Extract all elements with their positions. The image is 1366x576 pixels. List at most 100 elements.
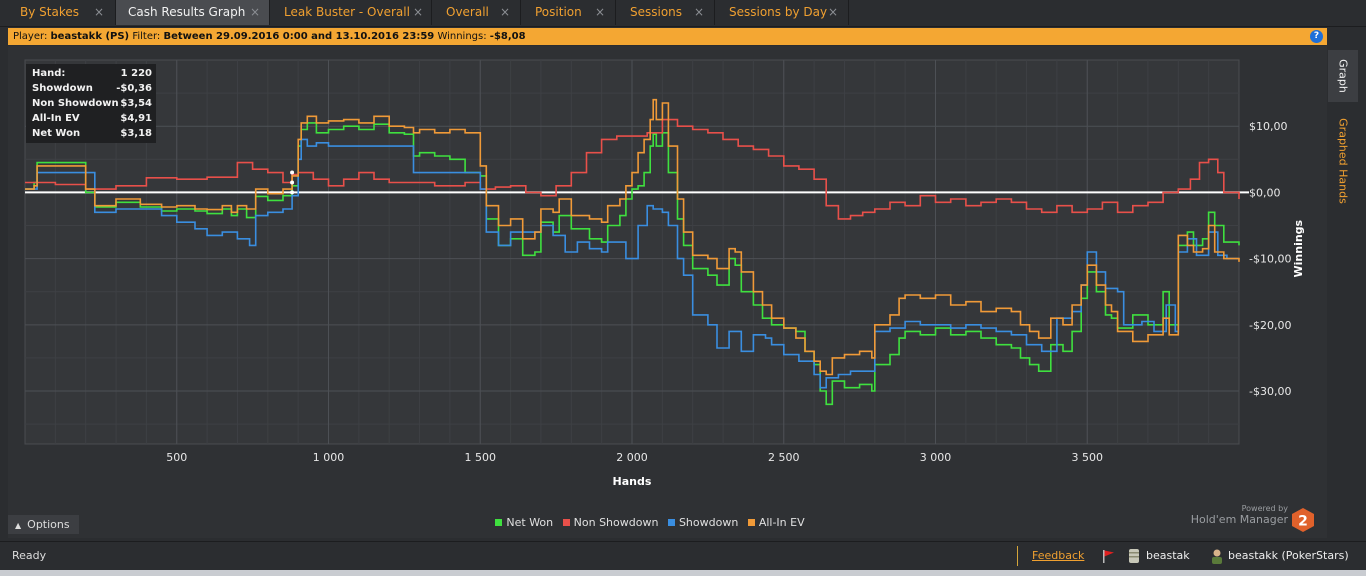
x-tick-label: 3 000 — [920, 451, 952, 464]
series-line-net-won — [25, 122, 1240, 406]
legend-label: Showdown — [678, 516, 739, 529]
y-tick-label: -$20,00 — [1249, 319, 1291, 332]
legend-item-net-won[interactable]: Net Won — [495, 516, 553, 529]
close-icon[interactable]: × — [413, 5, 424, 19]
legend-item-showdown[interactable]: Showdown — [667, 516, 739, 529]
database-icon — [1129, 549, 1139, 563]
y-axis-label: Winnings — [1292, 219, 1305, 277]
sidebar-tab-label: Graph — [1336, 59, 1350, 93]
legend-label: Non Showdown — [573, 516, 659, 529]
stat-row-all-in-ev: All-In EV $4,91 — [26, 111, 156, 126]
tab-label: Position — [535, 5, 582, 19]
sidebar-tab-graph[interactable]: Graph — [1328, 50, 1358, 102]
status-text: Ready — [12, 549, 47, 562]
x-axis-label: Hands — [613, 475, 652, 488]
status-divider — [1017, 546, 1018, 566]
series-line-all-in-ev — [25, 98, 1240, 376]
legend-label: Net Won — [506, 516, 554, 529]
stat-label: All-In EV — [32, 113, 80, 124]
stat-row-hand: Hand: 1 220 — [26, 66, 156, 81]
close-icon[interactable]: × — [500, 5, 511, 19]
x-tick-label: 2 500 — [768, 451, 800, 464]
y-tick-label: -$30,00 — [1249, 385, 1291, 398]
stat-value: $4,91 — [120, 113, 152, 124]
help-icon[interactable]: ? — [1310, 30, 1323, 43]
product-name: Hold'em Manager — [1190, 513, 1288, 526]
close-icon[interactable]: × — [250, 5, 261, 19]
hm2-logo-icon: 2 — [1292, 508, 1314, 532]
player-account: beastakk (PokerStars) — [1228, 549, 1349, 562]
stat-label: Net Won — [32, 128, 81, 139]
legend-item-all-in-ev[interactable]: All-In EV — [747, 516, 805, 529]
series-line-non-showdown — [25, 118, 1240, 220]
tab-sessions[interactable]: Sessions × — [618, 0, 715, 25]
cursor-marker — [290, 190, 295, 195]
y-tick-label: $0,00 — [1249, 186, 1281, 199]
chart-legend: Net Won Non Showdown Showdown All-In EV — [0, 516, 1300, 529]
player-label: Player: — [13, 31, 48, 42]
chart-panel: 500 1 000 1 500 2 000 2 500 3 000 3 500 $10,00 $… — [8, 46, 1327, 538]
tab-leak-buster-overall[interactable]: Leak Buster - Overall × — [272, 0, 432, 25]
player-avatar-icon — [1212, 549, 1222, 564]
powered-by-label: Powered by — [1241, 504, 1288, 513]
right-sidebar: Graph Graphed Hands — [1328, 46, 1358, 538]
stat-label: Non Showdown — [32, 98, 119, 109]
filter-bar: Player: beastakk (PS) Filter: Between 29… — [8, 28, 1327, 45]
filter-value: Between 29.09.2016 0:00 and 13.10.2016 2… — [163, 31, 435, 42]
stat-label: Showdown — [32, 83, 93, 94]
options-button[interactable]: ▲ Options — [8, 515, 79, 534]
x-tick-label: 1 000 — [313, 451, 345, 464]
x-tick-label: 500 — [166, 451, 187, 464]
tab-bar: By Stakes × Cash Results Graph × Leak Bu… — [0, 0, 1366, 27]
player-name: beastakk (PS) — [50, 31, 130, 42]
close-icon[interactable]: × — [828, 5, 839, 19]
sidebar-tab-label: Graphed Hands — [1336, 118, 1350, 204]
account-name: beastak — [1146, 549, 1190, 562]
flag-icon[interactable] — [1101, 549, 1115, 563]
tab-label: Sessions — [630, 5, 683, 19]
status-bar: Ready Feedback beastak beastakk (PokerSt… — [0, 541, 1366, 570]
logo-glyph: 2 — [1298, 514, 1308, 530]
x-tick-label: 2 000 — [616, 451, 648, 464]
stat-value: $3,18 — [120, 128, 152, 139]
powered-by: Powered by Hold'em Manager — [1188, 504, 1288, 526]
close-icon[interactable]: × — [595, 5, 606, 19]
y-tick-label: $10,00 — [1249, 120, 1288, 133]
stat-row-non-showdown: Non Showdown $3,54 — [26, 96, 156, 111]
legend-swatch — [495, 519, 503, 526]
sidebar-tab-graphed-hands[interactable]: Graphed Hands — [1328, 106, 1358, 216]
stat-label: Hand: — [32, 68, 66, 79]
tab-overall[interactable]: Overall × — [434, 0, 521, 25]
tab-by-stakes[interactable]: By Stakes × — [8, 0, 116, 25]
stats-box: Hand: 1 220 Showdown -$0,36 Non Showdown $3… — [26, 64, 156, 143]
legend-label: All-In EV — [758, 516, 805, 529]
window-bottom-edge — [0, 570, 1366, 576]
winnings-value: -$8,08 — [489, 31, 526, 42]
close-icon[interactable]: × — [94, 5, 105, 19]
winnings-label: Winnings: — [437, 31, 487, 42]
legend-item-non-showdown[interactable]: Non Showdown — [562, 516, 659, 529]
cursor-marker — [290, 170, 295, 175]
legend-swatch — [667, 519, 675, 526]
stat-value: $3,54 — [120, 98, 152, 109]
stat-row-net-won: Net Won $3,18 — [26, 126, 156, 141]
caret-up-icon: ▲ — [15, 521, 22, 530]
legend-swatch — [747, 519, 755, 526]
legend-swatch — [562, 519, 570, 526]
tab-label: Overall — [446, 5, 489, 19]
cash-results-chart[interactable]: 500 1 000 1 500 2 000 2 500 3 000 3 500 $10,00 $… — [8, 46, 1327, 538]
tab-label: Sessions by Day — [729, 5, 828, 19]
tab-position[interactable]: Position × — [523, 0, 616, 25]
tab-label: Cash Results Graph — [128, 5, 246, 19]
tab-sessions-by-day[interactable]: Sessions by Day × — [717, 0, 849, 25]
feedback-link[interactable]: Feedback — [1032, 549, 1085, 562]
y-tick-label: -$10,00 — [1249, 253, 1291, 266]
cursor-marker — [290, 180, 295, 185]
stat-value: 1 220 — [120, 68, 152, 79]
x-tick-label: 3 500 — [1072, 451, 1104, 464]
tab-label: By Stakes — [20, 5, 79, 19]
close-icon[interactable]: × — [694, 5, 705, 19]
stat-value: -$0,36 — [116, 83, 152, 94]
tab-cash-results-graph[interactable]: Cash Results Graph × — [116, 0, 270, 25]
options-label: Options — [27, 518, 70, 531]
